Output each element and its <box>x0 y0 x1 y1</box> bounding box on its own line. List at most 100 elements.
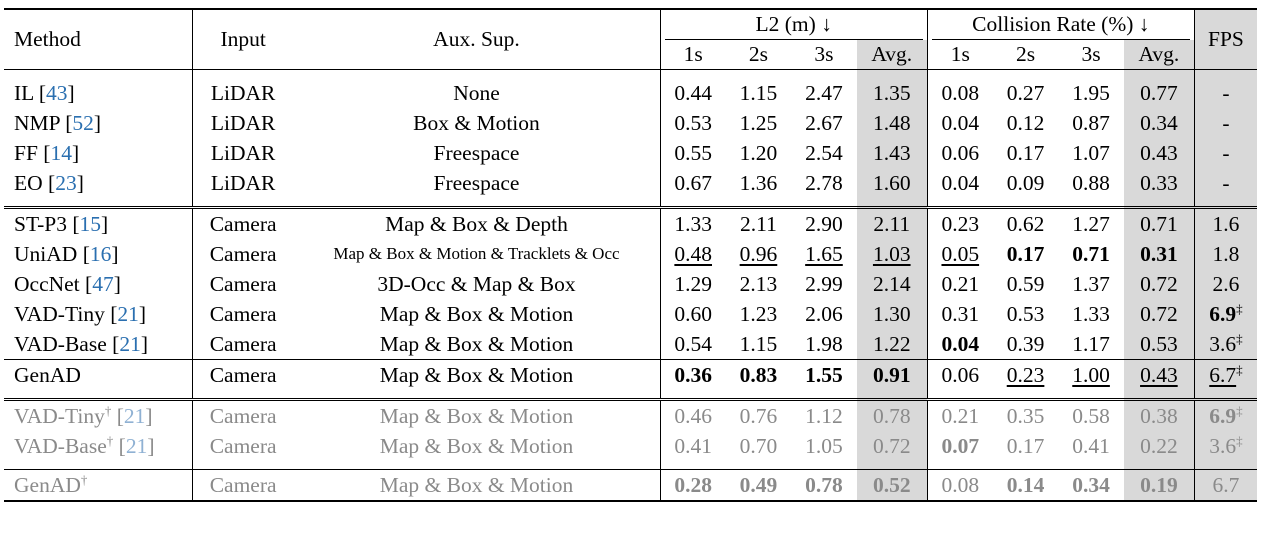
header-aux: Aux. Sup. <box>433 27 520 51</box>
l2-value: 0.44 <box>674 81 712 105</box>
collision-value: 0.23 <box>941 212 980 236</box>
collision-value: 0.71 <box>1072 242 1110 266</box>
method-cell: FF [14] <box>14 141 80 165</box>
method-name: VAD-Tiny <box>14 302 105 326</box>
collision-value: 0.72 <box>1140 272 1178 296</box>
l2-value: 0.72 <box>872 434 911 458</box>
collision-cell: 0.04 <box>926 329 993 360</box>
method-cell: OccNet [47] <box>14 272 121 296</box>
collision-value: 0.39 <box>1006 332 1045 356</box>
l2-value: 1.60 <box>872 171 911 195</box>
fps-cell: - <box>1193 108 1257 138</box>
l2-value: 0.46 <box>674 404 712 428</box>
header-method: Method <box>14 27 81 51</box>
collision-cell: 0.58 <box>1058 400 1124 432</box>
input-cell: LiDAR <box>191 168 294 198</box>
fps-cell: 6.9‡ <box>1193 299 1257 329</box>
collision-cell: 1.00 <box>1058 360 1124 391</box>
header-l2-3s: 3s <box>814 42 834 66</box>
l2-cell: 2.99 <box>791 269 857 299</box>
method-name: GenAD <box>14 473 81 497</box>
header-l2-avg: Avg. <box>856 40 928 70</box>
collision-cell: 0.38 <box>1123 399 1195 431</box>
l2-cell: 0.36 <box>659 359 726 390</box>
collision-cell: 0.87 <box>1058 108 1124 138</box>
collision-value: 0.04 <box>941 111 980 135</box>
l2-cell: 0.78 <box>856 399 928 431</box>
aux-sup-cell: Box & Motion <box>413 111 540 135</box>
input-cell: Camera <box>191 431 294 461</box>
collision-value: 0.04 <box>941 332 980 356</box>
l2-cell: 0.91 <box>856 359 928 390</box>
l2-value: 1.29 <box>674 272 712 296</box>
method-cell: GenAD† <box>4 470 192 502</box>
l2-cell: 0.60 <box>659 299 726 329</box>
collision-value: 0.62 <box>1006 212 1045 236</box>
input-cell: Camera <box>191 469 294 501</box>
fps-value: 2.6 <box>1212 272 1240 296</box>
collision-cell: 0.12 <box>993 108 1059 138</box>
l2-cell: 1.33 <box>659 207 726 239</box>
collision-value: 0.38 <box>1140 404 1178 428</box>
l2-value: 2.78 <box>805 171 843 195</box>
fps-cell: - <box>1193 138 1257 168</box>
collision-cell: 1.27 <box>1058 208 1124 240</box>
l2-cell: 0.54 <box>659 329 726 360</box>
collision-cell: 0.27 <box>993 78 1059 108</box>
method-name: UniAD <box>14 242 78 266</box>
collision-value: 0.34 <box>1140 111 1178 135</box>
l2-cell: 0.83 <box>726 360 792 391</box>
collision-value: 1.33 <box>1072 302 1110 326</box>
l2-value: 1.20 <box>739 141 778 165</box>
header-fps: FPS <box>1193 9 1257 70</box>
l2-value: 0.41 <box>674 434 712 458</box>
collision-value: 0.53 <box>1006 302 1045 326</box>
fps-cell: 3.6‡ <box>1193 329 1257 360</box>
aux-sup-cell: Map & Box & Motion <box>379 404 574 428</box>
collision-value: 0.31 <box>941 302 980 326</box>
collision-cell: 0.88 <box>1058 168 1124 198</box>
l2-value: 0.28 <box>674 473 712 497</box>
input-cell: Camera <box>191 299 294 329</box>
collision-cell: 0.71 <box>1123 207 1195 239</box>
input-cell: Camera <box>191 239 294 269</box>
table-row: GenAD† Camera Map & Box & Motion 0.28 0.49 0.… <box>4 469 1257 502</box>
l2-cell: 0.46 <box>659 399 726 431</box>
table-row: ST-P3 [15] Camera Map & Box & Depth 1.33 2.1… <box>4 207 1257 240</box>
method-cell: VAD-Base† [21] <box>14 433 155 458</box>
table-row: IL [43] LiDAR None 0.44 1.15 2.47 1.35 0.08 0.27… <box>4 78 1257 108</box>
fps-value: - <box>1222 171 1230 195</box>
l2-value: 2.99 <box>805 272 843 296</box>
l2-cell: 2.47 <box>791 78 857 108</box>
aux-sup-cell: Map & Box & Motion & Tracklets & Occ <box>333 244 620 263</box>
l2-value: 2.54 <box>805 141 843 165</box>
collision-cell: 0.17 <box>993 138 1059 168</box>
l2-value: 0.53 <box>674 111 712 135</box>
collision-value: 0.33 <box>1140 171 1178 195</box>
l2-cell: 0.67 <box>659 168 726 198</box>
citation-link: 21 <box>123 404 146 428</box>
header-l2-group: L2 (m) ↓ <box>659 9 928 40</box>
aux-sup-cell: Freespace <box>433 171 520 195</box>
l2-cell: 0.41 <box>659 431 726 461</box>
aux-sup-cell: 3D-Occ & Map & Box <box>377 272 576 296</box>
l2-cell: 2.11 <box>726 208 792 240</box>
l2-cell: 1.98 <box>791 329 857 360</box>
aux-sup-cell: Map & Box & Depth <box>385 212 568 236</box>
header-l2-2s: 2s <box>748 42 769 66</box>
fps-value: 6.7 <box>1212 473 1240 497</box>
table-row: VAD-Base† [21] Camera Map & Box & Motion 0.… <box>4 431 1257 461</box>
l2-cell: 1.20 <box>726 138 792 168</box>
input-cell: Camera <box>191 269 294 299</box>
l2-value: 2.47 <box>805 81 843 105</box>
aux-sup-cell: Map & Box & Motion <box>379 332 574 356</box>
l2-value: 1.15 <box>739 81 778 105</box>
collision-value: 0.72 <box>1140 302 1178 326</box>
citation-link: 14 <box>50 141 72 165</box>
l2-value: 2.11 <box>873 212 911 236</box>
l2-cell: 0.49 <box>726 470 792 502</box>
fps-value: 3.6 <box>1209 332 1237 356</box>
l2-value: 2.67 <box>805 111 843 135</box>
fps-value: 3.6 <box>1209 434 1237 458</box>
l2-value: 0.91 <box>872 363 911 387</box>
